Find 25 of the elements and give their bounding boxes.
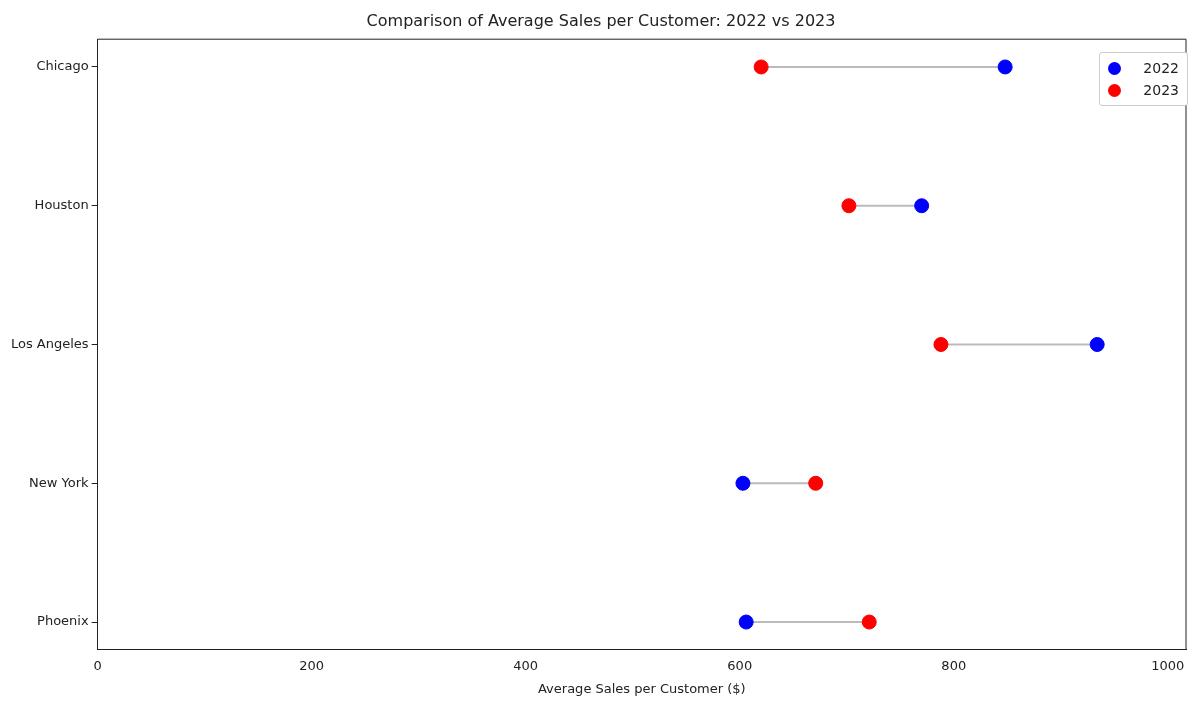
legend-label: 2022 [1143,59,1179,78]
x-axis-title: Average Sales per Customer ($) [537,680,746,696]
chart-title: Comparison of Average Sales per Customer: 2022 vs 2023 [366,10,836,30]
point [841,198,857,214]
point [808,475,824,491]
y-tick-label: Phoenix [37,613,89,629]
x-tick-label: 600 [727,657,753,673]
point [738,614,754,630]
point [933,337,949,352]
y-tick-label: New York [29,474,90,490]
x-tick-label: 400 [513,657,539,673]
point [861,614,877,630]
point [735,475,751,491]
point [753,59,769,75]
x-tick-label: 200 [299,657,325,673]
x-tick-label: 0 [93,657,102,673]
point [914,198,930,214]
point [1089,337,1105,352]
x-tick-label: 800 [941,657,967,673]
y-tick-label: Los Angeles [11,335,89,351]
y-tick-label: Houston [34,197,89,213]
point [997,59,1013,75]
x-tick-label: 1000 [1151,657,1185,673]
legend-label: 2023 [1143,81,1179,100]
y-tick-label: Chicago [36,58,89,74]
